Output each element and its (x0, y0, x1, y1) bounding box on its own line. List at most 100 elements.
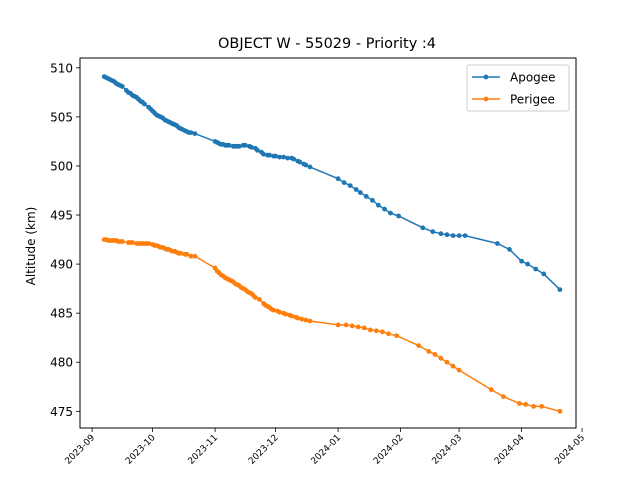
data-point-apogee (267, 152, 272, 158)
data-point-perigee (303, 317, 309, 323)
data-point-perigee (531, 404, 537, 409)
data-point-perigee (257, 297, 262, 302)
data-point-perigee (299, 316, 305, 322)
data-point-perigee (450, 363, 456, 369)
data-point-perigee (394, 333, 399, 339)
data-point-perigee (456, 367, 462, 373)
y-tick-label: 480 (50, 356, 73, 370)
data-point-apogee (335, 176, 341, 182)
data-point-perigee (188, 253, 194, 259)
legend-swatch-marker (483, 96, 489, 102)
y-tick-label: 495 (50, 209, 73, 223)
data-point-apogee (226, 142, 232, 148)
data-point-perigee (355, 324, 361, 330)
plot-lines (101, 74, 563, 414)
data-point-perigee (295, 315, 301, 321)
data-point-apogee (363, 194, 369, 199)
data-point-apogee (541, 271, 547, 277)
data-point-apogee (236, 143, 242, 149)
data-point-apogee (519, 258, 524, 264)
legend-swatch-marker (483, 74, 489, 80)
data-point-perigee (517, 401, 522, 406)
y-tick-label: 485 (50, 307, 73, 321)
data-point-perigee (271, 307, 276, 313)
data-point-apogee (357, 190, 363, 195)
data-point-perigee (119, 239, 125, 244)
data-point-apogee (242, 142, 248, 148)
data-point-apogee (444, 232, 450, 238)
data-point-apogee (142, 101, 147, 107)
legend-item-perigee: Perigee (472, 93, 555, 107)
data-point-perigee (349, 323, 355, 329)
data-point-perigee (361, 325, 367, 331)
data-point-perigee (438, 355, 444, 361)
y-axis-ticks: 475 480 485 490 495 500 505 510 (50, 61, 80, 419)
data-point-apogee (255, 147, 260, 153)
data-point-apogee (438, 231, 444, 237)
data-point-perigee (432, 352, 438, 357)
data-point-apogee (192, 131, 198, 137)
series-apogee (101, 74, 563, 292)
data-point-apogee (303, 162, 309, 168)
data-point-apogee (388, 210, 393, 216)
data-point-apogee (557, 287, 563, 292)
data-point-perigee (501, 394, 506, 399)
y-tick-label: 490 (50, 258, 73, 272)
y-tick-label: 505 (50, 110, 73, 124)
data-point-apogee (281, 154, 286, 160)
data-point-apogee (291, 156, 297, 162)
data-point-apogee (285, 155, 291, 161)
y-tick-label: 510 (50, 61, 73, 75)
y-axis-label: Altitude (km) (24, 207, 38, 286)
data-point-perigee (178, 250, 184, 256)
data-point-perigee (444, 359, 450, 365)
data-point-apogee (119, 84, 125, 89)
data-point-apogee (376, 202, 381, 208)
data-point-perigee (426, 349, 432, 354)
data-point-apogee (273, 153, 278, 159)
data-point-apogee (341, 180, 347, 186)
data-point-apogee (249, 144, 254, 150)
data-point-apogee (450, 233, 456, 239)
data-point-apogee (456, 233, 462, 239)
legend-label: Apogee (510, 71, 556, 85)
data-point-perigee (130, 240, 135, 245)
data-point-perigee (253, 295, 258, 300)
data-point-apogee (396, 213, 401, 219)
data-point-perigee (289, 313, 295, 319)
data-point-perigee (192, 253, 198, 259)
legend-item-apogee: Apogee (472, 71, 556, 85)
data-point-apogee (307, 164, 313, 170)
data-point-apogee (347, 183, 353, 189)
data-point-apogee (533, 266, 539, 272)
data-point-apogee (495, 241, 500, 246)
chart-title: OBJECT W - 55029 - Priority :4 (218, 36, 436, 52)
data-point-perigee (488, 387, 494, 393)
data-point-apogee (382, 206, 387, 212)
data-point-perigee (539, 404, 545, 409)
data-point-perigee (367, 327, 373, 333)
plot-area-frame (79, 57, 577, 429)
data-point-apogee (430, 229, 436, 235)
data-point-perigee (523, 402, 528, 407)
data-point-apogee (277, 154, 282, 160)
data-point-perigee (335, 322, 341, 328)
y-tick-label: 500 (50, 159, 73, 173)
data-point-perigee (416, 343, 422, 348)
data-point-apogee (353, 187, 359, 192)
data-point-apogee (188, 130, 194, 136)
data-point-apogee (507, 247, 512, 252)
data-point-perigee (380, 329, 385, 335)
legend: Apogee Perigee (466, 64, 570, 112)
data-point-perigee (184, 251, 190, 257)
data-point-perigee (307, 318, 313, 324)
data-point-apogee (420, 225, 426, 231)
data-point-perigee (386, 331, 391, 337)
data-point-perigee (146, 241, 152, 246)
data-point-apogee (297, 159, 303, 165)
data-point-apogee (462, 233, 468, 239)
data-point-apogee (525, 261, 530, 267)
y-tick-label: 475 (50, 405, 73, 419)
data-point-perigee (343, 322, 349, 328)
